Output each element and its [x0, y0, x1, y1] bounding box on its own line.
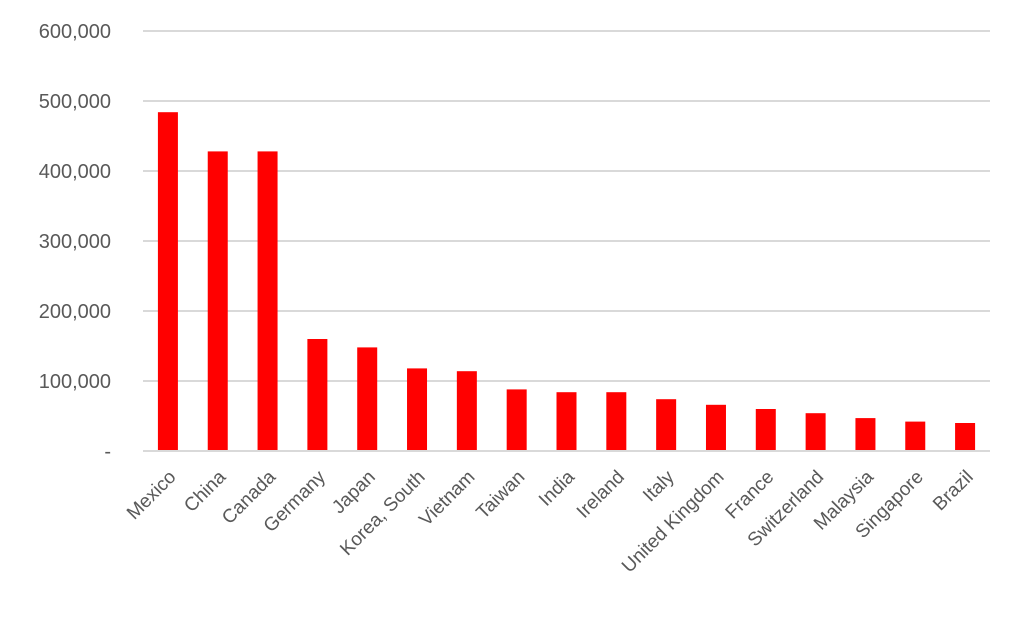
- bars: [157, 112, 976, 451]
- bar: [855, 418, 876, 451]
- bar: [506, 389, 527, 451]
- bar: [606, 392, 627, 451]
- y-tick-label: 600,000: [39, 21, 111, 43]
- x-tick-label: Mexico: [123, 467, 180, 524]
- bar: [407, 368, 428, 451]
- y-tick-label: 400,000: [39, 161, 111, 183]
- bar: [257, 151, 278, 451]
- x-tick-label: Vietnam: [415, 467, 479, 531]
- bar: [357, 347, 378, 451]
- bar: [755, 409, 776, 451]
- x-tick-label: India: [535, 466, 579, 510]
- bar: [456, 371, 477, 451]
- y-tick-label: 200,000: [39, 301, 111, 323]
- bar: [905, 421, 926, 451]
- x-tick-label: Ireland: [573, 467, 629, 523]
- bar: [805, 413, 826, 451]
- bar: [307, 339, 328, 451]
- x-tick-label: Italy: [639, 466, 679, 506]
- bar: [207, 151, 228, 451]
- bar: [556, 392, 577, 451]
- x-tick-label: Brazil: [929, 467, 977, 515]
- bar: [705, 404, 726, 451]
- x-tick-label: Taiwan: [473, 467, 530, 524]
- y-tick-label: 100,000: [39, 371, 111, 393]
- y-tick-label: -: [104, 441, 111, 463]
- y-axis-ticks: - 100,000 200,000 300,000 400,000 500,000 600,…: [39, 21, 111, 463]
- bar: [157, 112, 178, 451]
- y-tick-label: 500,000: [39, 91, 111, 113]
- y-tick-label: 300,000: [39, 231, 111, 253]
- gridlines: [143, 30, 990, 382]
- bar: [656, 399, 677, 451]
- bar: [955, 423, 976, 451]
